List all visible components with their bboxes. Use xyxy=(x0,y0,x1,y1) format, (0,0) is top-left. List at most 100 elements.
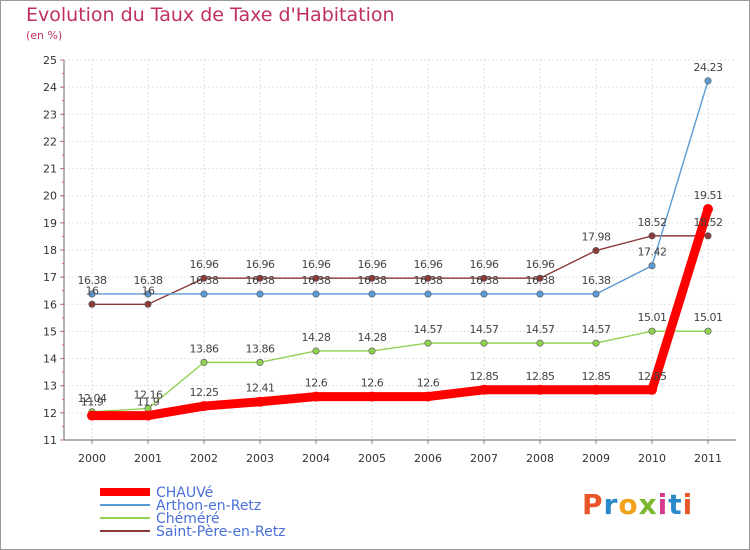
data-label: 16 xyxy=(142,284,155,297)
data-label: 12.85 xyxy=(470,370,499,383)
y-tick-label: 18 xyxy=(43,244,57,257)
x-tick-label: 2007 xyxy=(470,452,498,465)
x-tick-label: 2009 xyxy=(582,452,610,465)
data-label: 16.38 xyxy=(414,274,443,287)
x-tick-label: 2001 xyxy=(134,452,162,465)
data-point xyxy=(591,384,601,395)
data-point xyxy=(255,396,265,407)
data-point xyxy=(648,232,656,240)
y-tick-label: 22 xyxy=(43,135,57,148)
data-point xyxy=(703,204,713,215)
data-label: 14.28 xyxy=(302,331,331,344)
series-line-ch-m-r- xyxy=(91,330,709,413)
data-point xyxy=(367,391,377,402)
y-tick-label: 13 xyxy=(43,380,57,393)
data-label: 24.23 xyxy=(694,61,723,74)
y-tick-label: 21 xyxy=(43,163,57,176)
data-point xyxy=(480,274,488,282)
data-point xyxy=(311,391,321,402)
data-label: 18.52 xyxy=(638,216,667,229)
data-point xyxy=(536,339,544,347)
y-tick-label: 16 xyxy=(43,298,57,311)
logo-letter: P xyxy=(582,488,604,521)
data-label: 12.85 xyxy=(526,370,555,383)
logo-letter: o xyxy=(618,488,639,521)
data-label: 12.04 xyxy=(78,392,107,405)
logo-letter: x xyxy=(638,488,658,521)
data-label: 14.28 xyxy=(358,331,387,344)
data-point xyxy=(592,290,600,298)
legend-label: Arthon-en-Retz xyxy=(156,498,261,514)
data-point xyxy=(88,300,96,308)
data-label: 16.38 xyxy=(526,274,555,287)
proxiti-logo: Proxiti xyxy=(582,488,693,521)
y-tick-label: 23 xyxy=(43,108,57,121)
data-point xyxy=(648,327,656,335)
data-point xyxy=(144,290,152,298)
data-point xyxy=(592,247,600,255)
data-point xyxy=(143,410,153,421)
y-tick-label: 19 xyxy=(43,217,57,230)
data-label: 14.57 xyxy=(526,323,555,336)
data-label: 15.01 xyxy=(638,311,667,324)
data-point xyxy=(200,274,208,282)
data-point xyxy=(704,77,712,85)
logo-letter: i xyxy=(657,488,669,521)
x-tick-label: 2008 xyxy=(526,452,554,465)
data-label: 12.6 xyxy=(361,377,384,390)
x-tick-label: 2006 xyxy=(414,452,442,465)
data-point xyxy=(312,274,320,282)
data-point xyxy=(480,290,488,298)
series-line-arthon-en-retz xyxy=(91,80,709,295)
logo-letter: i xyxy=(682,488,694,521)
chart-title: Evolution du Taux de Taxe d'Habitation xyxy=(26,4,395,26)
data-point xyxy=(704,327,712,335)
legend-label: Chéméré xyxy=(156,511,220,527)
x-tick-label: 2000 xyxy=(78,452,106,465)
data-label: 12.25 xyxy=(190,386,219,399)
data-point xyxy=(536,274,544,282)
data-label: 16.38 xyxy=(134,274,163,287)
data-point xyxy=(536,290,544,298)
data-point xyxy=(200,290,208,298)
data-point xyxy=(704,232,712,240)
data-point xyxy=(424,339,432,347)
data-label: 16 xyxy=(86,284,99,297)
y-tick-label: 12 xyxy=(43,407,57,420)
data-label: 16.38 xyxy=(470,274,499,287)
data-label: 16.38 xyxy=(190,274,219,287)
data-label: 16.38 xyxy=(246,274,275,287)
data-label: 12.85 xyxy=(638,370,667,383)
data-label: 12.85 xyxy=(582,370,611,383)
data-label: 16.96 xyxy=(246,258,275,271)
logo-letter: r xyxy=(603,488,619,521)
data-point xyxy=(592,339,600,347)
data-label: 16.96 xyxy=(414,258,443,271)
data-point xyxy=(647,384,657,395)
legend-label: Saint-Père-en-Retz xyxy=(156,524,286,540)
x-tick-label: 2011 xyxy=(694,452,722,465)
data-label: 16.96 xyxy=(526,258,555,271)
data-point xyxy=(648,262,656,270)
x-tick-label: 2003 xyxy=(246,452,274,465)
data-label: 14.57 xyxy=(470,323,499,336)
series-line-chauv- xyxy=(87,204,713,421)
data-label: 12.6 xyxy=(305,377,328,390)
data-point xyxy=(368,290,376,298)
data-point xyxy=(144,300,152,308)
data-point xyxy=(535,384,545,395)
y-tick-label: 25 xyxy=(43,54,57,67)
legend-label: CHAUVé xyxy=(156,485,213,501)
data-label: 12.6 xyxy=(417,377,440,390)
data-point xyxy=(87,410,97,421)
data-label: 15.01 xyxy=(694,311,723,324)
data-label: 16.38 xyxy=(582,274,611,287)
data-label: 13.86 xyxy=(246,342,275,355)
y-tick-label: 17 xyxy=(43,271,57,284)
y-tick-label: 24 xyxy=(43,81,57,94)
x-tick-label: 2005 xyxy=(358,452,386,465)
data-point xyxy=(312,347,320,355)
data-label: 11.9 xyxy=(81,396,104,409)
x-tick-label: 2010 xyxy=(638,452,666,465)
data-label: 16.96 xyxy=(358,258,387,271)
